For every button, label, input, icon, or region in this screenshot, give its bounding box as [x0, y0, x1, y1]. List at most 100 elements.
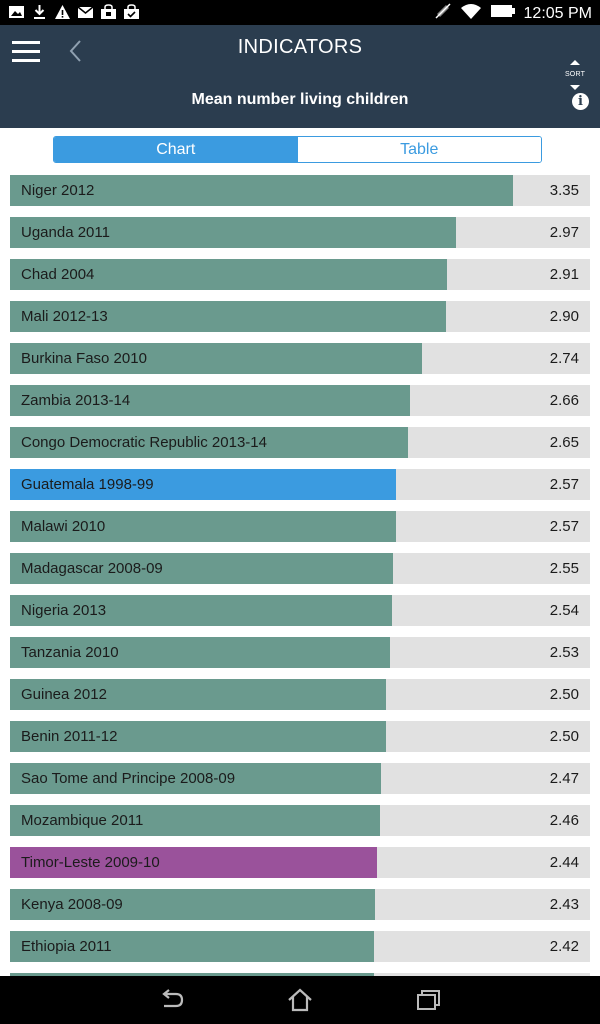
- chart-bar: [10, 511, 396, 542]
- chart-row[interactable]: Niger 2012 3.35: [10, 175, 590, 206]
- bar-category-label: Mozambique 2011: [21, 812, 144, 829]
- bar-category-label: Nigeria 2013: [21, 602, 107, 619]
- chart-bar: [10, 427, 408, 458]
- sort-up-icon: [570, 60, 580, 65]
- mail-icon: [77, 4, 94, 20]
- chart-bar: [10, 175, 513, 206]
- bar-value-label: 2.57: [549, 518, 579, 535]
- notification-icons: [8, 4, 140, 20]
- bar-value-label: 2.44: [549, 854, 579, 871]
- bar-category-label: Guatemala 1998-99: [21, 476, 154, 493]
- bar-category-label: Niger 2012: [21, 182, 95, 199]
- mute-icon: [434, 2, 452, 25]
- chart-bar: [10, 301, 446, 332]
- home-nav-button[interactable]: [286, 986, 314, 1014]
- indicator-subtitle: Mean number living children: [191, 91, 409, 108]
- tab-table[interactable]: Table: [297, 137, 541, 162]
- status-bar: 12:05 PM: [0, 0, 600, 25]
- back-button[interactable]: [64, 37, 88, 65]
- navigation-bar: [0, 976, 600, 1024]
- chart-bar: [10, 217, 456, 248]
- bar-value-label: 2.66: [549, 392, 579, 409]
- bar-value-label: 2.50: [549, 686, 579, 703]
- bar-value-label: 2.42: [549, 938, 579, 955]
- bar-category-label: Benin 2011-12: [21, 728, 118, 745]
- bar-value-label: 2.97: [549, 224, 579, 241]
- bar-value-label: 2.65: [549, 434, 579, 451]
- bar-category-label: Mali 2012-13: [21, 308, 108, 325]
- chart-row[interactable]: Chad 2004 2.91: [10, 259, 590, 290]
- shopping-bag-icon: [100, 4, 117, 20]
- back-nav-button[interactable]: [158, 986, 186, 1014]
- bar-value-label: 2.74: [549, 350, 579, 367]
- chart-bar: [10, 469, 396, 500]
- chart-bar: [10, 385, 410, 416]
- bar-category-label: Guinea 2012: [21, 686, 107, 703]
- chart-row[interactable]: Nigeria 2013 2.54: [10, 595, 590, 626]
- bar-category-label: Tanzania 2010: [21, 644, 119, 661]
- chart-bar-partial: [10, 973, 374, 976]
- recent-apps-icon: [417, 990, 440, 1010]
- info-icon[interactable]: i: [572, 93, 589, 110]
- tab-chart[interactable]: Chart: [54, 137, 298, 162]
- chart-row[interactable]: Zambia 2013-14 2.66: [10, 385, 590, 416]
- home-icon: [288, 988, 312, 1012]
- bar-category-label: Burkina Faso 2010: [21, 350, 147, 367]
- chart-bar: [10, 259, 447, 290]
- chart-row[interactable]: Benin 2011-12 2.50: [10, 721, 590, 752]
- chart-row[interactable]: Madagascar 2008-09 2.55: [10, 553, 590, 584]
- sort-button[interactable]: SORT: [562, 53, 588, 90]
- bar-category-label: Zambia 2013-14: [21, 392, 131, 409]
- download-icon: [31, 4, 48, 20]
- wifi-icon: [460, 2, 482, 25]
- chart-row[interactable]: Malawi 2010 2.57: [10, 511, 590, 542]
- chart-bar: [10, 343, 422, 374]
- bar-value-label: 2.55: [549, 560, 579, 577]
- recent-apps-button[interactable]: [414, 986, 442, 1014]
- image-icon: [8, 4, 25, 20]
- chart-row[interactable]: Sao Tome and Principe 2008-09 2.47: [10, 763, 590, 794]
- menu-button[interactable]: [12, 41, 40, 63]
- chart-row[interactable]: Mozambique 2011 2.46: [10, 805, 590, 836]
- bar-category-label: Kenya 2008-09: [21, 896, 123, 913]
- chart-row[interactable]: Mali 2012-13 2.90: [10, 301, 590, 332]
- battery-icon: [490, 3, 516, 24]
- chart-bar: [10, 595, 392, 626]
- chevron-left-icon: [69, 40, 81, 62]
- chart-bar: [10, 637, 390, 668]
- menu-icon: [12, 41, 40, 44]
- bar-value-label: 2.47: [549, 770, 579, 787]
- chart-row[interactable]: Uganda 2011 2.97: [10, 217, 590, 248]
- bar-value-label: 2.54: [549, 602, 579, 619]
- back-arrow-icon: [162, 989, 184, 1008]
- bar-value-label: 2.50: [549, 728, 579, 745]
- chart-bar: [10, 553, 393, 584]
- bar-value-label: 3.35: [549, 182, 579, 199]
- chart-row[interactable]: Ethiopia 2011 2.42: [10, 931, 590, 962]
- chart-bar: [10, 805, 380, 836]
- chart-bar: [10, 763, 381, 794]
- chart-row[interactable]: Burkina Faso 2010 2.74: [10, 343, 590, 374]
- bar-value-label: 2.91: [549, 266, 579, 283]
- bar-value-label: 2.46: [549, 812, 579, 829]
- bar-category-label: Congo Democratic Republic 2013-14: [21, 434, 267, 451]
- chart-row[interactable]: Congo Democratic Republic 2013-14 2.65: [10, 427, 590, 458]
- chart-bar: [10, 847, 377, 878]
- app-header: INDICATORS SORT Mean number living child…: [0, 25, 600, 128]
- chart-bar: [10, 721, 386, 752]
- chart-row-partial: [10, 973, 590, 976]
- sort-label: SORT: [564, 71, 586, 78]
- shopping-bag-check-icon: [123, 4, 140, 20]
- chart-row[interactable]: Guinea 2012 2.50: [10, 679, 590, 710]
- sort-down-icon: [570, 85, 580, 90]
- bar-category-label: Timor-Leste 2009-10: [21, 854, 160, 871]
- system-icons: 12:05 PM: [434, 2, 592, 25]
- bar-category-label: Sao Tome and Principe 2008-09: [21, 770, 236, 787]
- chart-row[interactable]: Timor-Leste 2009-10 2.44: [10, 847, 590, 878]
- bar-category-label: Uganda 2011: [21, 224, 110, 241]
- chart-row[interactable]: Guatemala 1998-99 2.57: [10, 469, 590, 500]
- bar-chart: Niger 2012 3.35 Uganda 2011 2.97 Chad 2004 2.…: [10, 175, 590, 976]
- chart-row[interactable]: Kenya 2008-09 2.43: [10, 889, 590, 920]
- view-toggle: Chart Table: [53, 136, 542, 163]
- chart-row[interactable]: Tanzania 2010 2.53: [10, 637, 590, 668]
